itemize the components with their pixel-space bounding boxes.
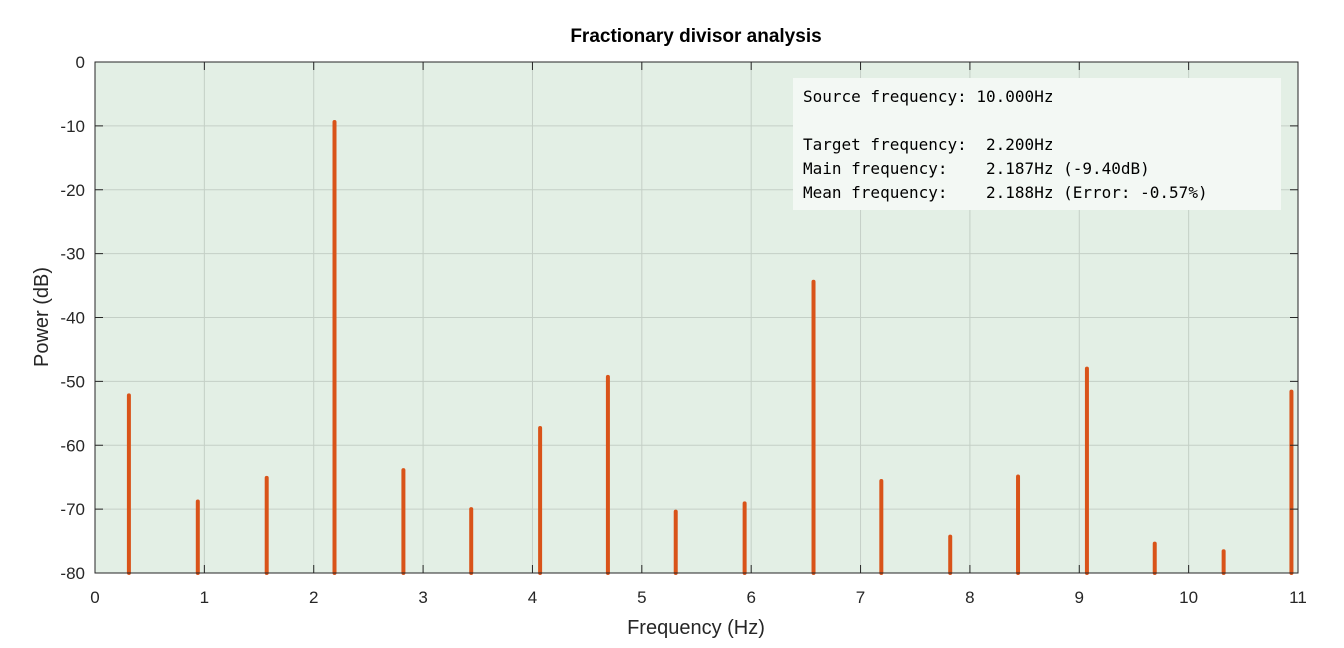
y-tick-label: -60 xyxy=(60,436,85,455)
x-tick-label: 3 xyxy=(418,588,427,607)
x-axis-label: Frequency (Hz) xyxy=(627,617,765,639)
y-tick-label: -10 xyxy=(60,117,85,136)
y-tick-label: -50 xyxy=(60,372,85,391)
y-tick-label: -20 xyxy=(60,181,85,200)
axes xyxy=(94,61,1299,574)
annotation-line: Main frequency: 2.187Hz (-9.40dB) xyxy=(803,159,1150,178)
y-tick-label: -40 xyxy=(60,309,85,328)
x-tick-label: 6 xyxy=(746,588,755,607)
tick-labels: 0 1 2 3 4 5 6 7 8 9 10 11 0 -10 -20 -30 -40 -50 -60 -70 -80 xyxy=(60,53,1306,607)
annotation-line: Source frequency: 10.000Hz xyxy=(803,87,1053,106)
x-tick-label: 9 xyxy=(1075,588,1084,607)
x-tick-label: 4 xyxy=(528,588,537,607)
x-tick-label: 1 xyxy=(200,588,209,607)
y-tick-label: -70 xyxy=(60,500,85,519)
chart-title: Fractionary divisor analysis xyxy=(570,26,821,47)
x-tick-label: 0 xyxy=(90,588,99,607)
annotation-box xyxy=(793,78,1281,210)
annotation-line: Mean frequency: 2.188Hz (Error: -0.57%) xyxy=(803,183,1208,202)
spectrum-stems xyxy=(126,120,1294,575)
annotation-line: Target frequency: 2.200Hz xyxy=(803,135,1053,154)
y-axis-label: Power (dB) xyxy=(31,267,53,367)
x-tick-label: 8 xyxy=(965,588,974,607)
y-tick-label: -80 xyxy=(60,564,85,583)
info-annotation: Source frequency: 10.000Hz Target frequen… xyxy=(793,78,1281,210)
x-tick-label: 11 xyxy=(1289,588,1307,607)
x-tick-label: 2 xyxy=(309,588,318,607)
x-tick-label: 5 xyxy=(637,588,646,607)
y-tick-label: 0 xyxy=(76,53,85,72)
x-tick-label: 7 xyxy=(856,588,865,607)
x-tick-label: 10 xyxy=(1179,588,1198,607)
y-tick-label: -30 xyxy=(60,245,85,264)
